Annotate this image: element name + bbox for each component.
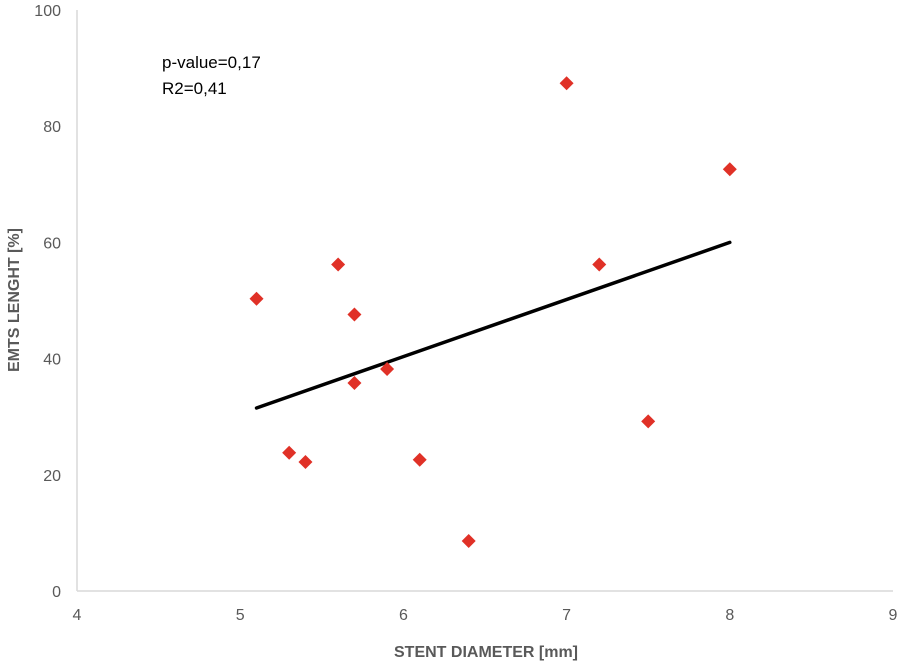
x-tick-label: 5 — [236, 607, 245, 624]
data-point — [331, 257, 346, 272]
data-point — [641, 414, 656, 429]
x-axis-title: STENT DIAMETER [mm] — [394, 644, 578, 661]
data-point — [347, 376, 362, 391]
x-tick-label: 8 — [725, 607, 734, 624]
y-tick-label: 80 — [43, 119, 61, 136]
y-tick-label: 60 — [43, 235, 61, 252]
data-point — [380, 362, 395, 377]
data-point — [282, 445, 297, 460]
data-point — [559, 76, 574, 91]
data-point — [461, 534, 476, 549]
r2-annotation: R2=0,41 — [162, 79, 227, 98]
y-tick-label: 20 — [43, 468, 61, 485]
trendline-group — [254, 240, 732, 410]
data-point — [722, 162, 737, 177]
data-point — [412, 452, 427, 467]
axes — [76, 10, 893, 592]
y-tick-label: 40 — [43, 352, 61, 369]
y-tick-label: 0 — [52, 584, 61, 601]
y-tick-label: 100 — [34, 3, 61, 20]
data-points — [249, 76, 737, 549]
y-axis-title: EMTS LENGHT [%] — [6, 228, 23, 372]
x-tick-label: 6 — [399, 607, 408, 624]
trendline — [254, 240, 732, 410]
x-tick-label: 9 — [889, 607, 898, 624]
tick-labels: 4 5 6 7 8 9 0 20 40 60 80 100 — [34, 3, 897, 624]
p-value-annotation: p-value=0,17 — [162, 53, 261, 72]
data-point — [347, 307, 362, 322]
x-tick-label: 4 — [73, 607, 82, 624]
data-point — [592, 257, 607, 272]
data-point — [249, 291, 264, 306]
data-point — [298, 455, 313, 470]
x-tick-label: 7 — [562, 607, 571, 624]
